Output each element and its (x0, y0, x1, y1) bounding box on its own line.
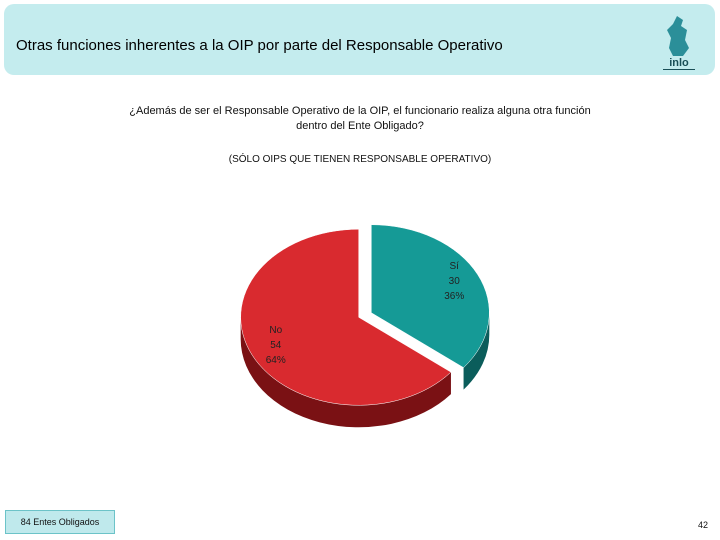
page-number: 42 (697, 520, 708, 530)
header-banner: Otras funciones inherentes a la OIP por … (4, 4, 715, 75)
survey-question: ¿Además de ser el Responsable Operativo … (129, 105, 591, 132)
page-title: Otras funciones inherentes a la OIP por … (16, 37, 503, 54)
entes-count-badge: 84 Entes Obligados (5, 510, 115, 534)
slice-label-0-1: 30 (449, 276, 461, 287)
slice-label-1-0: No (269, 325, 282, 336)
slice-label-0-2: 36% (444, 291, 464, 302)
pie-side-1-0 (240, 317, 451, 428)
pie-slice-1 (240, 229, 452, 406)
slice-label-1-2: 64% (266, 355, 286, 366)
pie-slice-0 (371, 224, 490, 368)
inlo-logo-icon: inlo (663, 16, 695, 70)
slice-label-0-0: Sí (450, 261, 460, 272)
slice-label-1-1: 54 (270, 340, 282, 351)
logo-text: inlo (669, 57, 689, 69)
pie-side-0-0 (463, 312, 490, 390)
chart-subtitle: (SÓLO OIPS QUE TIENEN RESPONSABLE OPERAT… (228, 154, 492, 165)
